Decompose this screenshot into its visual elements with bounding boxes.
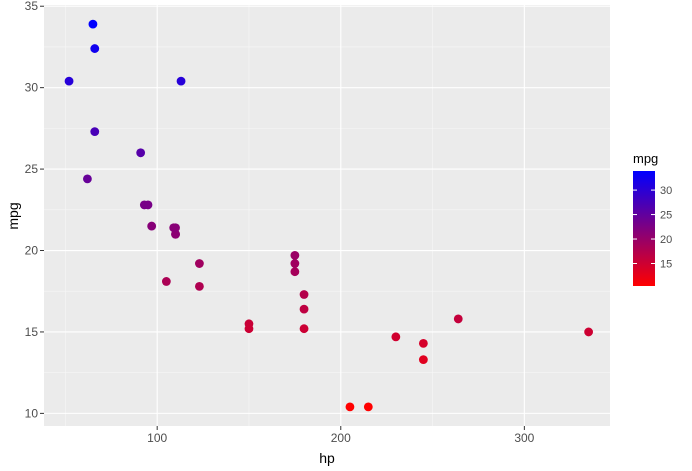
- data-point: [418, 355, 428, 365]
- legend-tick-label: 25: [660, 210, 672, 222]
- data-point: [195, 281, 204, 291]
- data-point: [391, 332, 401, 342]
- y-tick-label: 35: [25, 0, 39, 13]
- legend-tick-label: 15: [660, 258, 672, 270]
- data-point: [418, 338, 428, 348]
- data-point: [143, 200, 153, 210]
- legend: mpg 15 20 25 30: [633, 151, 672, 286]
- data-points: [64, 19, 594, 412]
- data-point: [147, 221, 157, 231]
- x-tick-label: 200: [331, 431, 351, 445]
- x-tick-label: 100: [147, 431, 167, 445]
- grid-lines: [44, 5, 610, 426]
- legend-title: mpg: [633, 151, 658, 166]
- panel-background: [44, 5, 610, 426]
- data-point: [345, 402, 355, 412]
- data-point: [136, 148, 146, 158]
- data-point: [90, 44, 100, 53]
- data-point: [584, 327, 594, 337]
- data-point: [453, 314, 463, 324]
- data-point: [161, 277, 171, 286]
- legend-colorbar: [633, 171, 655, 286]
- data-point: [88, 19, 98, 29]
- y-axis-title: mpg: [5, 202, 21, 229]
- data-point: [176, 76, 186, 86]
- data-point: [299, 290, 309, 299]
- legend-tick-label: 30: [660, 185, 672, 197]
- data-point: [290, 267, 300, 277]
- data-point: [90, 127, 100, 137]
- data-point: [169, 223, 179, 233]
- data-point: [363, 402, 373, 412]
- y-tick-label: 30: [25, 81, 39, 95]
- data-point: [83, 174, 92, 184]
- data-point: [290, 259, 300, 268]
- legend-tick-label: 20: [660, 234, 672, 246]
- data-point: [64, 76, 74, 86]
- y-tick-label: 15: [25, 325, 39, 339]
- y-tick-label: 10: [25, 406, 39, 420]
- data-point: [195, 259, 204, 268]
- x-axis-title: hp: [319, 450, 335, 466]
- data-point: [244, 324, 254, 334]
- axes: 100 200 300 10 15 20 25 30 35: [25, 0, 535, 445]
- data-point: [290, 251, 300, 260]
- y-tick-label: 25: [25, 162, 39, 176]
- y-tick-label: 20: [25, 244, 39, 258]
- data-point: [299, 324, 309, 334]
- data-point: [299, 304, 309, 314]
- x-tick-label: 300: [514, 431, 534, 445]
